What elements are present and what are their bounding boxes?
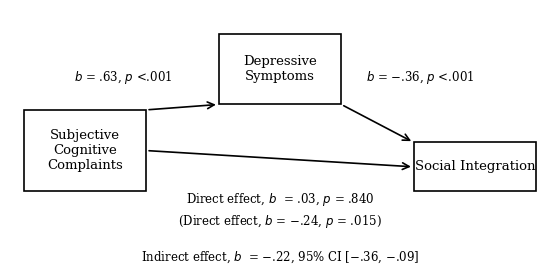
Text: Subjective
Cognitive
Complaints: Subjective Cognitive Complaints <box>47 129 123 172</box>
Text: Direct effect, $b$  = .03, $p$ = .840: Direct effect, $b$ = .03, $p$ = .840 <box>186 191 374 208</box>
Text: (Direct effect, $b$ = −.24, $p$ = .015): (Direct effect, $b$ = −.24, $p$ = .015) <box>178 213 382 230</box>
Text: Social Integration: Social Integration <box>415 160 535 173</box>
FancyBboxPatch shape <box>24 110 146 191</box>
FancyBboxPatch shape <box>219 34 341 104</box>
Text: $b$ = .63, $p$ <.001: $b$ = .63, $p$ <.001 <box>74 69 172 86</box>
Text: $b$ = −.36, $p$ <.001: $b$ = −.36, $p$ <.001 <box>366 69 475 86</box>
Text: Indirect effect, $b$  = −.22, 95% CI [−.36, −.09]: Indirect effect, $b$ = −.22, 95% CI [−.3… <box>141 250 419 266</box>
FancyBboxPatch shape <box>414 142 536 191</box>
Text: Depressive
Symptoms: Depressive Symptoms <box>243 55 317 83</box>
